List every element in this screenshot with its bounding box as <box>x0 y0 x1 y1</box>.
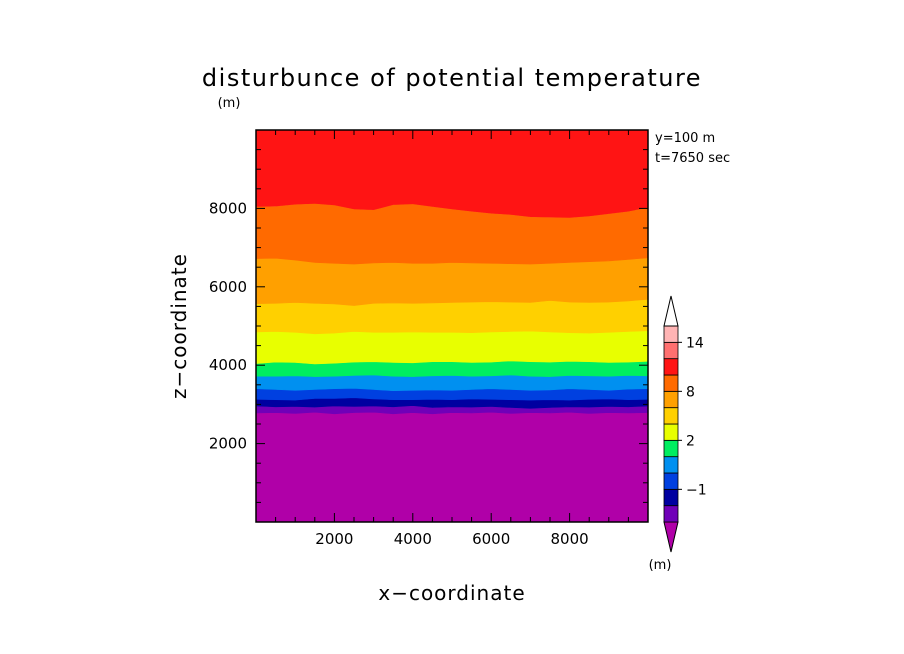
y-tick-labels: 2000 4000 6000 8000 <box>209 199 247 452</box>
colorbar-segment <box>663 456 679 474</box>
colorbar-upper-extension <box>663 295 679 327</box>
colorbar-tick-label: 14 <box>686 335 704 351</box>
x-axis-label: x−coordinate <box>378 581 525 605</box>
x-tick-labels: 2000 4000 6000 8000 <box>315 530 588 548</box>
colorbar-segment <box>663 325 679 343</box>
chart-title: disturbunce of potential temperature <box>202 64 702 92</box>
colorbar-segment <box>663 374 679 392</box>
contour-band <box>255 257 649 306</box>
y-tick-label: 2000 <box>209 435 247 453</box>
colorbar-segment <box>663 341 679 360</box>
colorbar: −1 2 8 14 <box>663 295 707 553</box>
contour-bands <box>255 130 649 523</box>
x-tick-label: 4000 <box>394 530 432 548</box>
colorbar-segment <box>663 488 679 507</box>
y-tick-label: 6000 <box>209 278 247 296</box>
colorbar-tick-label: 8 <box>686 384 695 400</box>
colorbar-segment <box>663 407 679 425</box>
y-axis-unit: (m) <box>218 96 241 111</box>
axis-ticks <box>256 130 648 522</box>
x-tick-label: 6000 <box>472 530 510 548</box>
contour-band <box>255 374 649 392</box>
x-tick-label: 8000 <box>551 530 589 548</box>
colorbar-segment <box>663 439 679 458</box>
annotation-y-position: y=100 m <box>655 131 715 146</box>
colorbar-segment <box>663 505 679 523</box>
colorbar-tick-label: 2 <box>686 433 695 449</box>
colorbar-segment <box>663 423 679 441</box>
annotation-time: t=7650 sec <box>655 151 730 166</box>
contour-band <box>255 411 649 523</box>
contour-band <box>255 298 649 335</box>
y-tick-label: 8000 <box>209 199 247 217</box>
contour-band <box>255 330 649 365</box>
colorbar-segment <box>663 358 679 376</box>
colorbar-segment <box>663 390 679 409</box>
colorbar-tick-label: −1 <box>686 482 707 498</box>
colorbar-unit: (m) <box>649 558 672 573</box>
contour-band <box>256 130 648 218</box>
y-tick-label: 4000 <box>209 356 247 374</box>
x-tick-label: 2000 <box>315 530 353 548</box>
colorbar-segment <box>663 472 679 490</box>
y-axis-label: z−coordinate <box>167 253 191 399</box>
